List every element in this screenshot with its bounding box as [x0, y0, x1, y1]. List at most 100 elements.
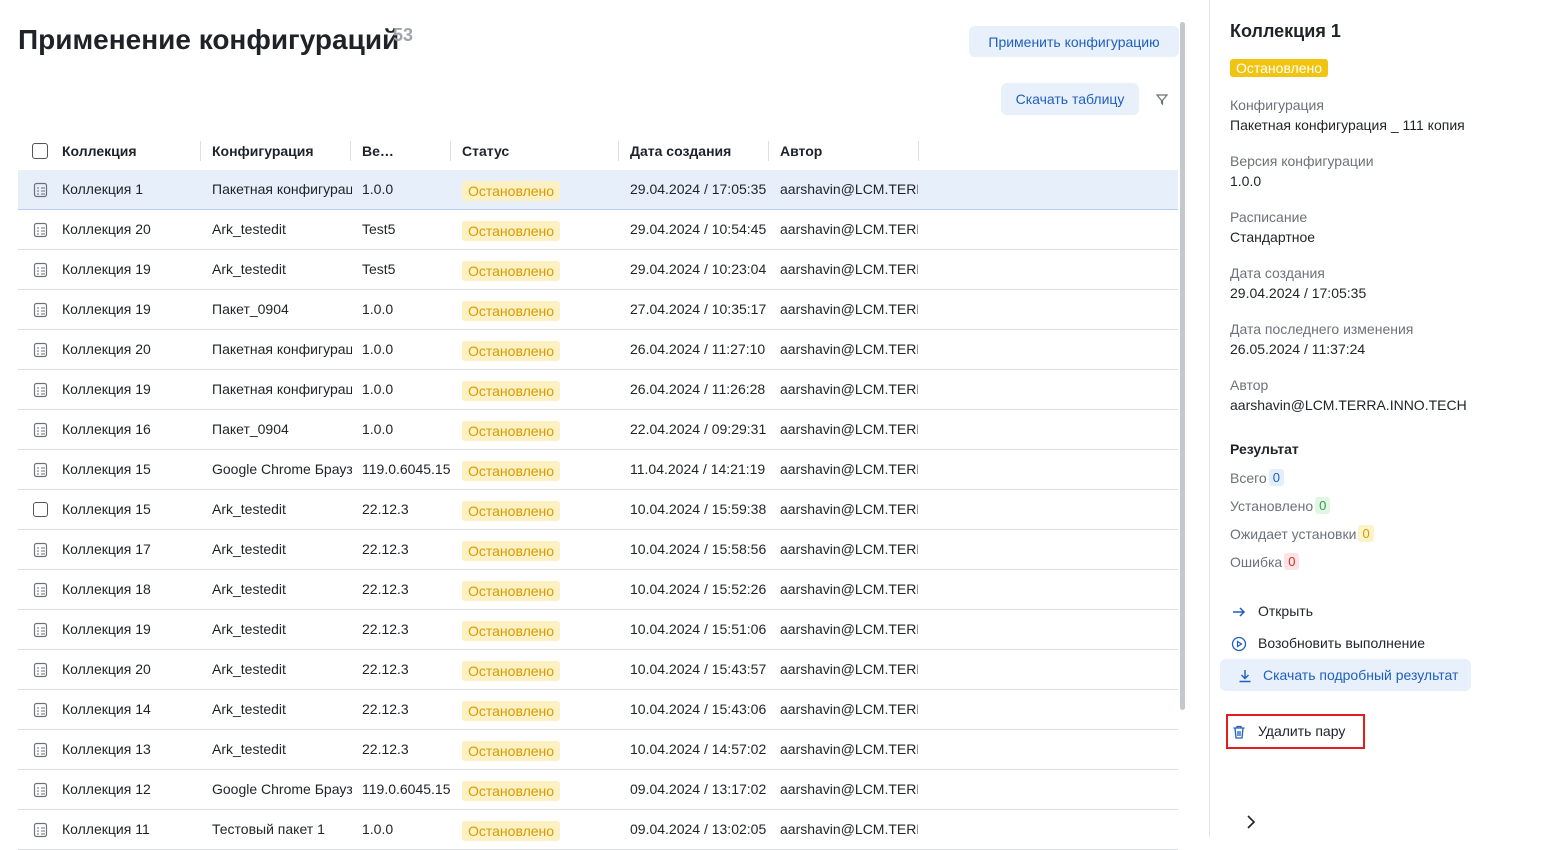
row-icon [33, 702, 48, 718]
cell: 1.0.0 [362, 421, 394, 437]
cell: aarshavin@LCM.TERRA.INNO.TECH [780, 661, 918, 677]
cell: aarshavin@LCM.TERRA.INNO.TECH [780, 781, 918, 797]
result-line: Всего 0 [1230, 469, 1284, 486]
collapse-icon[interactable] [1243, 813, 1259, 831]
table-row[interactable] [18, 610, 1178, 650]
cell: 11.04.2024 / 14:21:19 [630, 461, 766, 477]
table-row[interactable] [18, 730, 1178, 770]
table-row[interactable] [18, 250, 1178, 290]
result-label: Ошибка [1230, 553, 1283, 570]
row-checkbox[interactable] [33, 502, 48, 517]
cell: 10.04.2024 / 15:43:06 [630, 701, 767, 717]
cell: Ark_testedit [212, 741, 286, 757]
cell: 22.12.3 [362, 741, 409, 757]
cell: aarshavin@LCM.TERRA.INNO.TECH [780, 221, 918, 237]
download-result-bg[interactable] [1220, 659, 1471, 691]
cell: 29.04.2024 / 10:54:45 [630, 221, 767, 237]
row-icon [33, 222, 48, 238]
cell: 22.04.2024 / 09:29:31 [630, 421, 767, 437]
result-count: 0 [1315, 497, 1331, 514]
scrollbar[interactable] [1180, 22, 1185, 710]
status-badge: Остановлено [462, 181, 561, 201]
apply-button[interactable]: Применить конфигурацию [969, 26, 1179, 57]
cell: Коллекция 20 [62, 341, 151, 357]
result-label: Установлено [1230, 497, 1314, 514]
action-link[interactable]: Открыть [1258, 603, 1313, 619]
table-row[interactable] [18, 210, 1178, 250]
table-row[interactable] [18, 450, 1178, 490]
cell: 10.04.2024 / 15:58:56 [630, 541, 767, 557]
cell: aarshavin@LCM.TERRA.INNO.TECH [780, 181, 918, 197]
table-row[interactable] [18, 370, 1178, 410]
cell: Пакетная конфигурация _ 111 копия [212, 181, 352, 197]
cell: Коллекция 16 [62, 421, 151, 437]
column-separator [918, 141, 919, 161]
cell: 1.0.0 [362, 181, 394, 197]
column-header[interactable]: Автор [780, 143, 823, 159]
cell: 22.12.3 [362, 581, 409, 597]
cell: 1.0.0 [362, 341, 394, 357]
column-header[interactable]: Коллекция [62, 143, 137, 159]
cell: Пакетная конфигурация [212, 381, 352, 397]
delete-highlight[interactable] [1226, 714, 1365, 749]
panel-divider [1209, 0, 1210, 837]
row-icon [33, 542, 48, 558]
cell: aarshavin@LCM.TERRA.INNO.TECH [780, 741, 918, 757]
column-separator [200, 141, 201, 161]
cell: 10.04.2024 / 15:51:06 [630, 621, 767, 637]
row-icon [33, 742, 48, 758]
cell: Ark_testedit [212, 661, 286, 677]
cell: 09.04.2024 / 13:02:05 [630, 821, 767, 837]
filter-icon[interactable] [1155, 92, 1169, 106]
table-row[interactable] [18, 690, 1178, 730]
action-icon [1239, 670, 1251, 683]
action-link[interactable]: Удалить пару [1258, 723, 1346, 739]
cell: Коллекция 19 [62, 621, 151, 637]
result-count: 0 [1284, 553, 1300, 570]
table-row[interactable] [18, 530, 1178, 570]
cell: Google Chrome Браузер [212, 461, 352, 477]
cell: Коллекция 12 [62, 781, 151, 797]
cell: aarshavin@LCM.TERRA.INNO.TECH [780, 421, 918, 437]
cell: 22.12.3 [362, 541, 409, 557]
cell: Коллекция 19 [62, 381, 151, 397]
cell: Коллекция 15 [62, 501, 151, 517]
column-header[interactable]: Статус [462, 143, 510, 159]
cell: Ark_testedit [212, 541, 286, 557]
cell: Коллекция 20 [62, 661, 151, 677]
cell: 22.12.3 [362, 621, 409, 637]
status-badge: Остановлено [462, 701, 561, 721]
table-row[interactable] [18, 650, 1178, 690]
cell: Коллекция 15 [62, 461, 151, 477]
table-row[interactable] [18, 770, 1178, 810]
field-label: Версия конфигурации [1230, 153, 1374, 169]
cell: Ark_testedit [212, 581, 286, 597]
result-line: Установлено 0 [1230, 497, 1331, 514]
cell: Тестовый пакет 1 [212, 821, 325, 837]
table-row[interactable] [18, 330, 1178, 370]
cell: aarshavin@LCM.TERRA.INNO.TECH [780, 541, 918, 557]
table-row[interactable] [18, 570, 1178, 610]
status-badge: Остановлено [462, 261, 561, 281]
cell: Ark_testedit [212, 701, 286, 717]
action-link[interactable]: Возобновить выполнение [1258, 635, 1425, 651]
select-all-checkbox[interactable] [32, 143, 48, 159]
cell: 22.12.3 [362, 501, 409, 517]
table-row[interactable] [18, 490, 1178, 530]
status-badge: Остановлено [462, 741, 561, 761]
column-header[interactable]: Версия конфигурации [362, 143, 402, 159]
row-icon [33, 182, 48, 198]
action-link[interactable]: Скачать подробный результат [1263, 667, 1459, 683]
cell: aarshavin@LCM.TERRA.INNO.TECH [780, 701, 918, 717]
download-button[interactable]: Скачать таблицу [1001, 83, 1139, 115]
column-header[interactable]: Конфигурация [212, 143, 314, 159]
row-icon [33, 422, 48, 438]
column-separator [618, 141, 619, 161]
column-separator [768, 141, 769, 161]
table-row[interactable] [18, 170, 1178, 210]
column-header[interactable]: Дата создания [630, 143, 732, 159]
cell: 10.04.2024 / 15:52:26 [630, 581, 767, 597]
table-row[interactable] [18, 410, 1178, 450]
cell: 09.04.2024 / 13:17:02 [630, 781, 767, 797]
table-row[interactable] [18, 290, 1178, 330]
